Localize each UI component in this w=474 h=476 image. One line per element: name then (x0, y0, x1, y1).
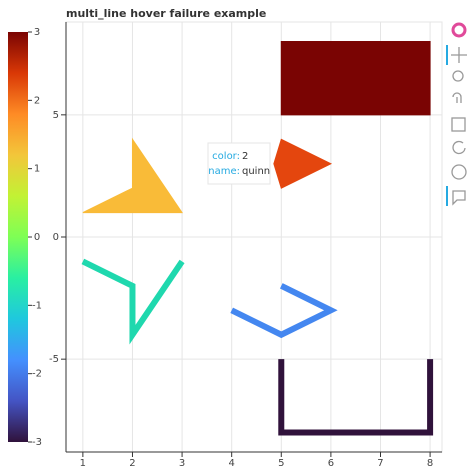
colorbar-tick-label: -3 (32, 437, 42, 448)
tooltip-key: color: (212, 151, 240, 162)
colorbar-tick-label: -2 (32, 369, 42, 380)
y-tick-label: 5 (53, 110, 59, 121)
x-tick-label: 6 (328, 458, 334, 469)
patch (280, 41, 431, 116)
x-tick-label: 5 (278, 458, 284, 469)
zoom-tool[interactable] (452, 70, 464, 82)
x-tick-label: 3 (179, 458, 185, 469)
chart-title: multi_line hover failure example (66, 7, 266, 20)
colorbar-tick-label: 3 (34, 27, 40, 38)
x-tick-label: 4 (228, 458, 234, 469)
tooltip: color: 2 name: quinn (207, 142, 271, 185)
y-tick-label: -5 (49, 354, 59, 365)
pan-tool[interactable] (451, 47, 467, 63)
y-tick-label: 0 (53, 232, 59, 243)
x-tick-label: 7 (377, 458, 383, 469)
save-tool[interactable] (451, 117, 466, 132)
toolbar (446, 22, 467, 206)
tooltip-value: quinn (242, 166, 270, 177)
tooltip-value: 2 (242, 151, 248, 162)
line (230, 283, 338, 339)
colorbar-tick-label: 2 (34, 95, 40, 106)
x-tick-label: 2 (129, 458, 135, 469)
plot-area: 1 2 3 4 5 6 7 8 -5 0 5 (49, 21, 443, 469)
wheel-zoom-tool[interactable] (452, 92, 462, 103)
logo[interactable] (451, 22, 467, 38)
colorbar-tick-label: 0 (34, 232, 40, 243)
x-tick-label: 8 (427, 458, 433, 469)
reset-tool[interactable] (452, 140, 466, 155)
hover-tool[interactable] (452, 190, 466, 206)
patch (82, 137, 184, 214)
colorbar-tick-label: 1 (34, 164, 40, 175)
line (278, 359, 434, 436)
line (81, 258, 185, 345)
colorbar-tick-label: -1 (32, 300, 42, 311)
help-tool[interactable] (451, 164, 467, 180)
tooltip-box (207, 142, 271, 185)
x-tick-label: 1 (80, 458, 86, 469)
tooltip-key: name: (208, 166, 240, 177)
colorbar (8, 32, 28, 442)
patch (273, 138, 333, 189)
